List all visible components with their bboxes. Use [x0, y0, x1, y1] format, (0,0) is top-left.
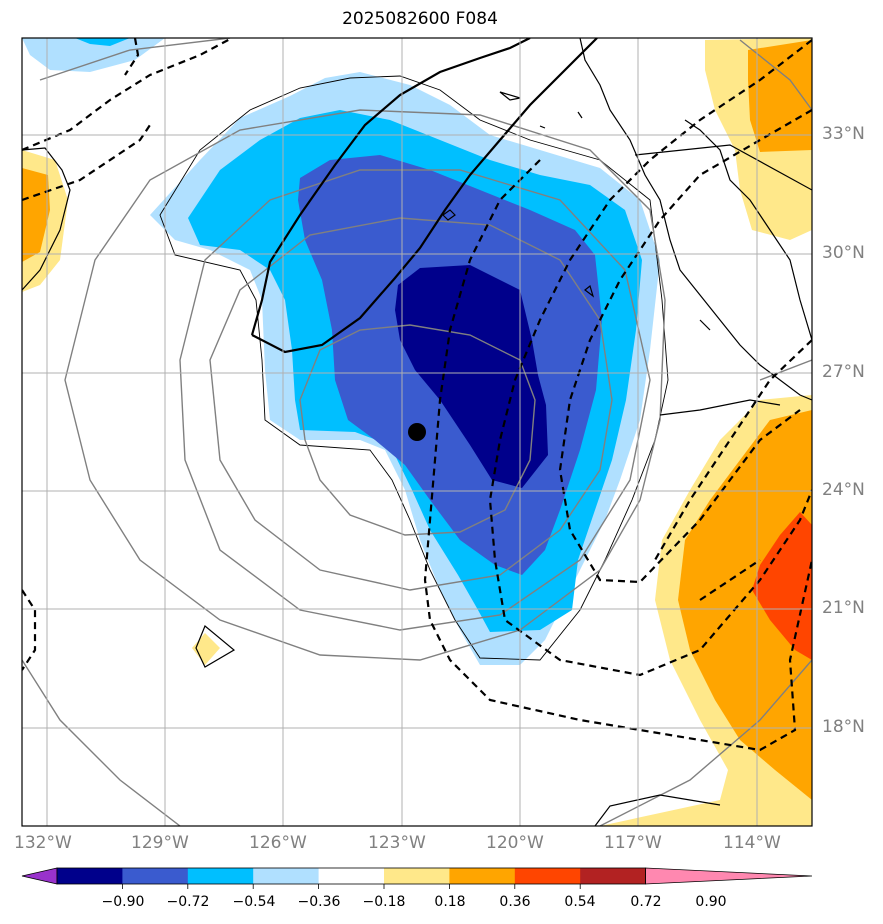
colorbar-tick-label: −0.36 [297, 894, 341, 910]
lon-label-114w: 114°W [723, 833, 781, 853]
storm-center-marker [408, 423, 426, 441]
colorbar-tick-label: −0.18 [362, 894, 406, 910]
colorbar-tick-label: −0.90 [101, 894, 145, 910]
positive-anomaly-west-orange [22, 168, 50, 262]
colorbar-segment [580, 868, 647, 884]
map-title: 2025082600 F084 [342, 9, 498, 29]
colorbar-arrow-right [645, 867, 813, 885]
solid-contour [250, 38, 531, 336]
negative-anomaly-topleft [22, 38, 165, 72]
colorbar-tick-label: 0.36 [499, 894, 531, 910]
lon-label-132w: 132°W [14, 833, 72, 853]
colorbar-segment [122, 868, 189, 884]
map-content [22, 38, 812, 826]
colorbar-outline [56, 867, 646, 885]
lon-label-126w: 126°W [249, 833, 307, 853]
colorbar-segment [57, 868, 123, 884]
positive-anomaly-northeast-orange [748, 40, 812, 152]
colorbar-segment [384, 868, 450, 884]
solid-contour-2 [251, 38, 598, 354]
lat-label-33n: 33°N [822, 124, 865, 144]
colorbar-segment [318, 868, 385, 884]
colorbar-tick-label: −0.72 [166, 894, 210, 910]
negative-anomaly-topleft-medium [75, 38, 130, 46]
lat-label-30n: 30°N [822, 243, 865, 263]
positive-anomaly-east-red [752, 512, 812, 660]
lon-label-117w: 117°W [604, 833, 662, 853]
lat-label-27n: 27°N [822, 362, 865, 382]
colorbar-segment [253, 868, 320, 884]
lon-label-129w: 129°W [131, 833, 189, 853]
colorbar-tick-label: 0.18 [434, 894, 466, 910]
dashed-contours [22, 38, 812, 752]
map-frame [21, 37, 813, 827]
colorbar-tick-label: −0.54 [232, 894, 276, 910]
lat-label-18n: 18°N [822, 717, 865, 737]
positive-anomaly-east-orange [678, 410, 812, 800]
lat-label-24n: 24°N [822, 480, 865, 500]
lon-label-120w: 120°W [486, 833, 544, 853]
colorbar-tick-label: 0.54 [564, 894, 596, 910]
colorbar-tick-label: 0.72 [630, 894, 662, 910]
lon-label-123w: 123°W [368, 833, 426, 853]
colorbar-arrow-left [21, 867, 58, 885]
negative-anomaly-extreme [395, 265, 548, 488]
gray-contours [22, 38, 812, 826]
colorbar-segment [514, 868, 581, 884]
colorbar-tick-label: 0.90 [695, 894, 727, 910]
colorbar [21, 867, 813, 889]
colorbar-segment [449, 868, 516, 884]
colorbar-segment [187, 868, 254, 884]
lat-label-21n: 21°N [822, 598, 865, 618]
graticule [22, 38, 812, 826]
